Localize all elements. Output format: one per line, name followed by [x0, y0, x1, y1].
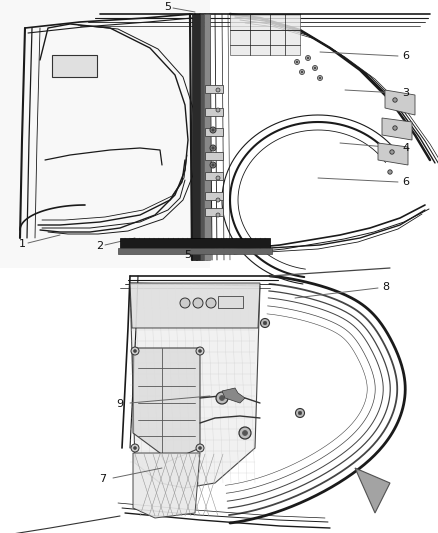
Circle shape	[180, 298, 190, 308]
Circle shape	[216, 88, 220, 92]
Text: 4: 4	[402, 143, 409, 153]
Circle shape	[196, 347, 204, 355]
Circle shape	[319, 77, 321, 79]
Bar	[218, 296, 243, 308]
Bar	[52, 55, 97, 77]
Circle shape	[314, 67, 316, 69]
Polygon shape	[192, 14, 200, 260]
Circle shape	[131, 347, 139, 355]
Circle shape	[298, 411, 302, 415]
Circle shape	[210, 162, 216, 168]
Text: 6: 6	[402, 51, 409, 61]
Text: 9: 9	[116, 399, 123, 409]
Polygon shape	[0, 0, 210, 268]
Text: 1: 1	[18, 239, 25, 249]
Circle shape	[216, 213, 220, 217]
Text: 2: 2	[96, 241, 103, 251]
Circle shape	[318, 76, 322, 80]
Circle shape	[134, 350, 137, 352]
Circle shape	[198, 447, 201, 449]
Circle shape	[210, 145, 216, 151]
Text: 7: 7	[99, 474, 106, 484]
Circle shape	[210, 127, 216, 133]
Text: 5: 5	[165, 2, 172, 12]
Text: 3: 3	[402, 88, 409, 98]
Polygon shape	[204, 14, 210, 260]
Polygon shape	[222, 388, 245, 403]
Circle shape	[263, 321, 267, 325]
Bar	[205, 208, 223, 216]
Circle shape	[216, 176, 220, 180]
Polygon shape	[385, 90, 415, 115]
Polygon shape	[133, 453, 200, 518]
Polygon shape	[200, 14, 204, 260]
Circle shape	[196, 444, 204, 452]
Polygon shape	[130, 283, 260, 488]
Circle shape	[393, 126, 397, 130]
Text: 6: 6	[402, 177, 409, 187]
Polygon shape	[118, 248, 272, 254]
Circle shape	[198, 350, 201, 352]
Circle shape	[206, 298, 216, 308]
Circle shape	[131, 444, 139, 452]
Circle shape	[216, 392, 228, 404]
Circle shape	[294, 60, 300, 64]
Polygon shape	[130, 283, 260, 328]
Circle shape	[305, 55, 311, 61]
Circle shape	[212, 129, 214, 131]
Text: 5: 5	[184, 250, 191, 260]
Circle shape	[296, 61, 298, 63]
Circle shape	[216, 198, 220, 202]
Circle shape	[243, 431, 247, 435]
Circle shape	[393, 98, 397, 102]
Circle shape	[261, 319, 269, 327]
Bar	[205, 108, 223, 116]
Polygon shape	[120, 238, 270, 248]
Text: 8: 8	[382, 282, 389, 292]
Circle shape	[390, 150, 394, 154]
Circle shape	[388, 170, 392, 174]
Circle shape	[239, 427, 251, 439]
Bar	[205, 192, 223, 200]
Polygon shape	[133, 348, 200, 463]
Polygon shape	[230, 14, 300, 55]
Polygon shape	[355, 468, 390, 513]
Bar	[205, 85, 223, 93]
Bar	[205, 128, 223, 136]
Circle shape	[212, 164, 214, 166]
Circle shape	[193, 298, 203, 308]
Bar	[205, 152, 223, 160]
Polygon shape	[0, 268, 438, 533]
Polygon shape	[382, 118, 412, 140]
Circle shape	[301, 71, 303, 73]
Circle shape	[219, 395, 225, 400]
Circle shape	[296, 408, 304, 417]
Circle shape	[212, 147, 214, 149]
Circle shape	[312, 66, 318, 70]
Circle shape	[307, 57, 309, 59]
Polygon shape	[378, 143, 408, 165]
Circle shape	[216, 108, 220, 112]
Bar	[205, 172, 223, 180]
Circle shape	[300, 69, 304, 75]
Circle shape	[134, 447, 137, 449]
